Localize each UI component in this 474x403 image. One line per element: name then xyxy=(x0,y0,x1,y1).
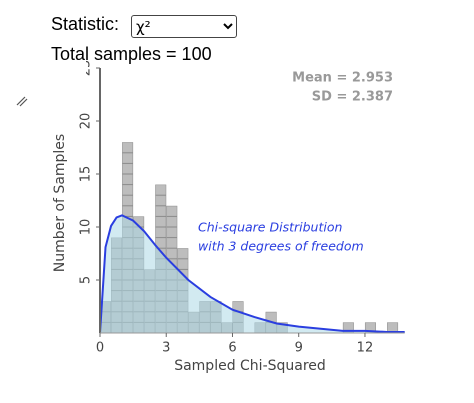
total-samples: Total samples = 100 xyxy=(51,44,212,64)
curve-annotation: with 3 degrees of freedom xyxy=(198,239,364,254)
x-axis-label: Sampled Chi-Squared xyxy=(174,358,326,374)
curve-annotation: Chi-square Distribution xyxy=(198,220,342,235)
bar xyxy=(387,322,399,333)
y-axis-label: Number of Samples xyxy=(52,134,68,272)
y-tick-label: 25 xyxy=(79,60,94,77)
statistic-select[interactable]: χ² xyxy=(131,15,237,38)
y-tick-label: 20 xyxy=(79,113,94,130)
mean-label: Mean = 2.953 xyxy=(292,71,393,86)
y-tick-label: 15 xyxy=(79,166,94,183)
pen-icon xyxy=(16,96,28,107)
curve-area xyxy=(100,215,405,333)
sd-label: SD = 2.387 xyxy=(312,90,393,105)
statistic-label: Statistic: xyxy=(51,14,120,34)
curve-line xyxy=(99,214,405,334)
x-tick-label: 3 xyxy=(162,341,170,356)
bar xyxy=(364,322,376,333)
y-tick-label: 5 xyxy=(79,276,94,284)
x-tick-label: 9 xyxy=(295,341,303,356)
x-tick-label: 0 xyxy=(96,341,104,356)
y-tick-label: 10 xyxy=(79,219,94,236)
x-tick-label: 12 xyxy=(357,341,374,356)
bar xyxy=(342,322,354,333)
x-tick-label: 6 xyxy=(228,341,236,356)
